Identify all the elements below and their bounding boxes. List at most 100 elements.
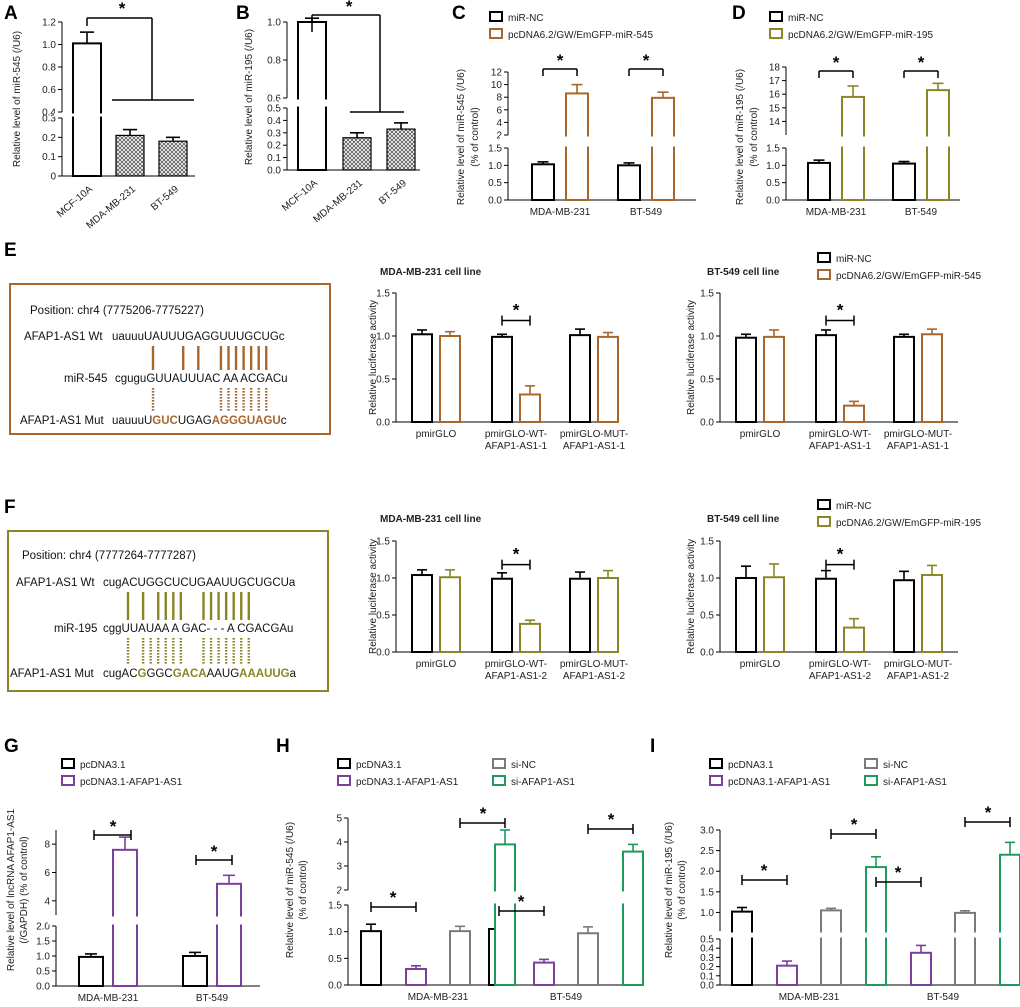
bar xyxy=(411,574,433,653)
y-axis-label-unit: (% of control) xyxy=(677,860,688,919)
y-tick-label: 0.6 xyxy=(42,85,56,96)
y-tick-label: 1.0 xyxy=(36,952,50,963)
y-axis-label-unit: (% of control) xyxy=(470,107,481,166)
x-tick-label-line: AFAP1-AS1-2 xyxy=(485,671,548,682)
legend-label: si-NC xyxy=(883,760,908,771)
x-tick-label-line: AFAP1-AS1-2 xyxy=(563,671,626,682)
legend-label: pcDNA6.2/GW/EmGFP-miR-195 xyxy=(788,30,933,41)
y-tick-label: 0.0 xyxy=(376,648,390,659)
mut-seq-e-part: c xyxy=(281,415,287,427)
bar xyxy=(449,930,471,987)
y-tick-label: 0.2 xyxy=(700,962,714,973)
panel-letter-g: G xyxy=(4,736,19,757)
wt-label-e: AFAP1-AS1 Wt xyxy=(24,331,103,343)
bar xyxy=(763,576,785,654)
axis-break xyxy=(712,932,1014,938)
bar xyxy=(519,393,541,424)
bar xyxy=(491,335,513,423)
significance-star: * xyxy=(513,301,520,320)
legend-swatch xyxy=(817,252,831,263)
legend-swatch xyxy=(864,758,878,769)
y-tick-label: 12 xyxy=(491,68,503,79)
y-tick-label: 0.3 xyxy=(42,114,56,125)
panel-letter-a: A xyxy=(4,3,18,24)
sequence-box-e: Position: chr4 (7775206-7775227) AFAP1-A… xyxy=(9,283,331,435)
legend-label: miR-NC xyxy=(788,13,824,24)
significance-star: * xyxy=(608,810,615,829)
x-tick-label-line: pmirGLO-WT- xyxy=(485,429,547,440)
bar xyxy=(405,968,427,986)
x-tick-label-line: AFAP1-AS1-1 xyxy=(563,441,626,452)
legend-label: pcDNA6.2/GW/EmGFP-miR-545 xyxy=(508,30,653,41)
bar xyxy=(158,140,188,177)
y-tick-label: 0.5 xyxy=(376,375,390,386)
bar xyxy=(893,579,915,653)
y-axis-label: Relative level of miR-545 (/U6) xyxy=(12,31,23,167)
y-tick-label: 0.4 xyxy=(267,116,281,127)
y-tick-label: 0.5 xyxy=(700,935,714,946)
mir-seq-e: cguguGUUAUUUAC AA ACGACu xyxy=(115,373,288,385)
y-tick-label: 0.2 xyxy=(42,133,56,144)
y-tick-label: 0.0 xyxy=(700,981,714,992)
wt-seq-f: cugACUGGCUCUGAAUUGCUGCUa xyxy=(103,577,296,589)
sequence-box-e-border xyxy=(9,283,331,435)
y-tick-label: 2.5 xyxy=(700,846,714,857)
significance-star: * xyxy=(513,545,520,564)
x-tick-label-line: pmirGLO-MUT- xyxy=(560,429,628,440)
panel-letter-b: B xyxy=(236,3,250,24)
y-axis-label: Relative level of miR-195 (/U6) xyxy=(735,69,746,205)
legend-swatch xyxy=(817,269,831,280)
mir-seq-f: cggUUAUAA A GAC- - - A CGACGAu xyxy=(103,623,293,635)
legend-label: si-NC xyxy=(511,760,536,771)
y-axis-label: Relative level of lncRNA AFAP1-AS1 xyxy=(6,808,17,971)
y-tick-label: 1.5 xyxy=(766,144,780,155)
bar xyxy=(999,853,1020,986)
position-label-e: Position: chr4 (7775206-7775227) xyxy=(30,305,204,317)
bar xyxy=(735,577,757,653)
y-tick-label: 0.3 xyxy=(267,128,281,139)
y-tick-label: 1.0 xyxy=(700,908,714,919)
legend-swatch xyxy=(489,28,503,39)
bar xyxy=(182,955,208,987)
y-axis-label-unit: (% of control) xyxy=(749,107,760,166)
legend-swatch xyxy=(337,775,351,786)
x-tick-label-line: AFAP1-AS1-2 xyxy=(809,671,872,682)
y-tick-label: 16 xyxy=(769,90,781,101)
y-tick-label: 2.0 xyxy=(700,867,714,878)
y-tick-label: 0.0 xyxy=(36,982,50,993)
x-tick-label-line: AFAP1-AS1-2 xyxy=(887,671,950,682)
x-tick-label: MDA-MB-231 xyxy=(408,992,469,1003)
y-tick-label: 6 xyxy=(44,868,50,879)
y-tick-label: 1.5 xyxy=(376,537,390,548)
panel-letter-d: D xyxy=(732,3,746,24)
legend-swatch xyxy=(709,775,723,786)
y-tick-label: 0.5 xyxy=(267,104,281,115)
mut-seq-e: uauuuUGUCUGAGAGGGUAGUc xyxy=(112,415,287,427)
bar xyxy=(843,626,865,654)
y-tick-label: 1.0 xyxy=(700,332,714,343)
y-axis-label: Relative luciferase activity xyxy=(686,300,697,415)
y-tick-label: 0.8 xyxy=(42,63,56,74)
y-tick-label: 0.0 xyxy=(700,418,714,429)
mut-seq-f-part: GGC xyxy=(146,668,172,680)
x-tick-label-line: pmirGLO-WT- xyxy=(809,659,871,670)
legend-label: miR-NC xyxy=(836,254,872,265)
y-tick-label: 0.1 xyxy=(42,152,56,163)
sequence-box-f: Position: chr4 (7777264-7777287) AFAP1-A… xyxy=(7,530,329,692)
y-tick-label: 4 xyxy=(336,838,342,849)
y-tick-label: 0.0 xyxy=(267,166,281,177)
y-tick-label: 0.5 xyxy=(700,375,714,386)
x-tick-label-line: pmirGLO-WT- xyxy=(809,429,871,440)
bar xyxy=(892,162,916,202)
x-tick-label: BT-549 xyxy=(630,207,663,218)
y-tick-label: 0.6 xyxy=(267,94,281,105)
significance-star: * xyxy=(211,842,218,861)
y-axis-label-unit: (% of control) xyxy=(298,860,309,919)
y-tick-label: 0 xyxy=(50,172,56,183)
chart-title: BT-549 cell line xyxy=(707,267,780,278)
y-tick-label: 0.5 xyxy=(376,611,390,622)
y-tick-label: 1.5 xyxy=(376,289,390,300)
x-tick-label: MDA-MB-231 xyxy=(779,992,840,1003)
bar xyxy=(342,137,372,171)
x-tick-label: pmirGLO-WT-AFAP1-AS1-1 xyxy=(485,429,548,452)
